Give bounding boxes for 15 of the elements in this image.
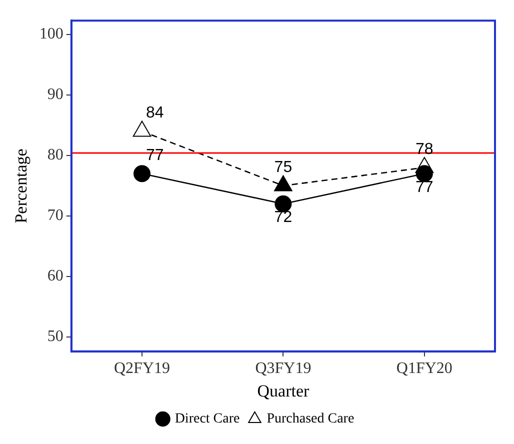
x-tick-label: Q3FY19	[255, 360, 312, 378]
y-axis-title: Percentage	[12, 148, 31, 224]
y-tick-label: 60	[47, 268, 64, 285]
legend-label: Direct Care	[174, 412, 240, 427]
x-tick-label: Q1FY20	[396, 360, 452, 378]
x-axis-title: Quarter	[257, 381, 310, 400]
y-tick-label: 50	[47, 328, 64, 346]
data-label: 75	[274, 159, 292, 176]
data-label: 84	[146, 104, 164, 122]
y-tick-label: 70	[47, 207, 64, 224]
x-tick-label: Q2FY19	[114, 360, 170, 378]
y-tick-label: 90	[47, 86, 64, 104]
y-tick-label: 100	[39, 26, 64, 43]
legend-label: Purchased Care	[266, 412, 354, 427]
y-tick-label: 80	[47, 146, 64, 164]
